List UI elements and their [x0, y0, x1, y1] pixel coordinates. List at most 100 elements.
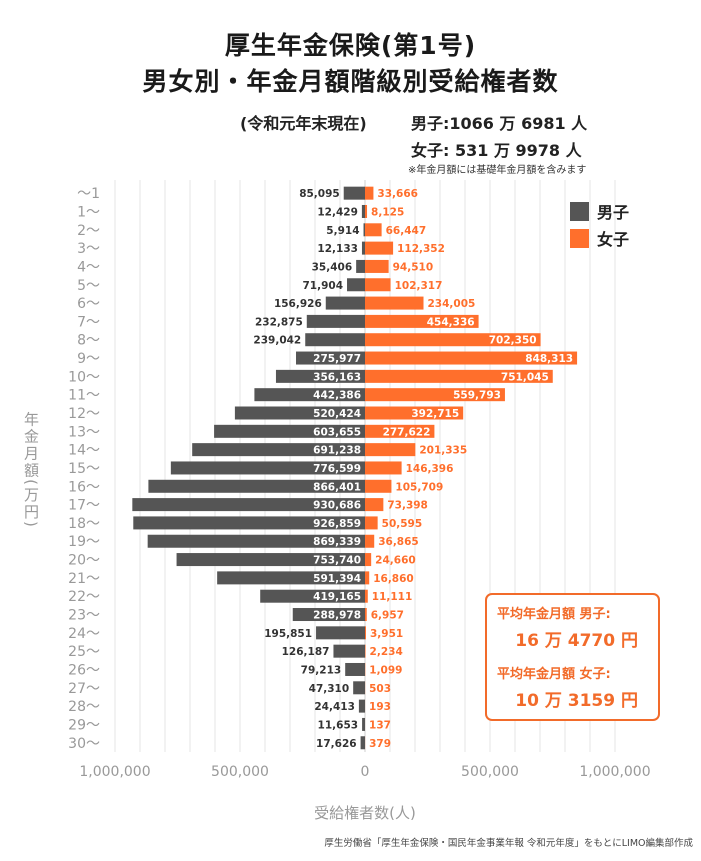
female-bar: [365, 351, 578, 365]
male-bar: [316, 626, 365, 640]
category-label: 27〜: [68, 681, 100, 697]
female-bar: [365, 223, 382, 237]
male-bar: [360, 736, 365, 750]
x-axis-label: 受給権者数(人): [314, 804, 416, 822]
average-female-value: 10 万 3159 円: [515, 691, 638, 711]
male-bar: [305, 333, 365, 347]
female-value-label: 24,660: [375, 555, 416, 567]
male-bar: [214, 424, 365, 438]
category-label: 3〜: [77, 241, 100, 257]
male-value-label: 691,238: [313, 445, 361, 457]
female-value-label: 112,352: [397, 243, 445, 255]
female-bar: [365, 443, 416, 457]
female-value-label: 379: [369, 738, 391, 750]
category-label: 16〜: [68, 479, 100, 495]
female-value-label: 11,111: [372, 591, 413, 603]
male-bar: [358, 699, 365, 713]
male-value-label: 5,914: [326, 225, 359, 237]
male-bar: [356, 259, 365, 273]
male-value-label: 591,394: [313, 573, 361, 585]
male-bar: [234, 406, 365, 420]
legend: 男子 女子: [570, 202, 629, 249]
male-bar: [361, 241, 365, 255]
category-labels: 〜1 1〜 2〜 3〜 4〜 5〜 6〜 7〜 8〜 9〜 10〜 11〜 12〜 13〜 14〜 15〜 16…: [68, 186, 100, 752]
category-label: 12〜: [68, 406, 100, 422]
male-value-label: 71,904: [302, 280, 343, 292]
male-bar: [132, 498, 365, 512]
male-bar: [292, 608, 365, 622]
legend-male-swatch: [570, 202, 589, 221]
female-value-label: 36,865: [378, 536, 419, 548]
female-bar: [365, 461, 402, 475]
female-value-label: 6,957: [371, 610, 404, 622]
category-label: 19〜: [68, 534, 100, 550]
category-label: 20〜: [68, 553, 100, 569]
category-label: 29〜: [68, 717, 100, 733]
male-value-label: 442,386: [313, 390, 361, 402]
male-value-label: 17,626: [316, 738, 357, 750]
female-bar: [365, 333, 541, 347]
male-value-label: 11,653: [318, 719, 359, 731]
female-value-label: 201,335: [419, 445, 467, 457]
male-bar: [260, 589, 365, 603]
male-value-label: 776,599: [313, 463, 361, 475]
male-value-label: 239,042: [253, 335, 301, 347]
male-bar: [275, 369, 365, 383]
female-value-label: 73,398: [387, 500, 428, 512]
male-value-label: 866,401: [313, 481, 361, 493]
x-tick-label: 1,000,000: [79, 764, 150, 780]
category-label: 6〜: [77, 296, 100, 312]
male-bar: [345, 662, 365, 676]
male-bar: [325, 296, 365, 310]
as-of-date: (令和元年末現在): [240, 114, 367, 133]
male-bar: [254, 388, 365, 402]
category-label: 13〜: [68, 424, 100, 440]
female-bar: [365, 571, 370, 585]
female-value-label: 102,317: [395, 280, 443, 292]
female-value-label: 50,595: [382, 518, 423, 530]
male-bar: [217, 571, 365, 585]
male-value-label: 232,875: [255, 316, 303, 328]
male-bar: [148, 479, 365, 493]
category-label: 28〜: [68, 699, 100, 715]
category-label: 25〜: [68, 644, 100, 660]
average-female-label: 平均年金月額 女子:: [497, 667, 611, 682]
category-label: 11〜: [68, 388, 100, 404]
category-label: 5〜: [77, 278, 100, 294]
female-bar: [365, 314, 479, 328]
female-value-label: 454,336: [427, 316, 475, 328]
x-tick-label: 0: [361, 764, 370, 780]
female-bar: [365, 186, 374, 200]
female-value-label: 94,510: [393, 261, 434, 273]
female-value-label: 66,447: [386, 225, 427, 237]
category-label: 21〜: [68, 571, 100, 587]
male-value-label: 79,213: [301, 664, 342, 676]
category-label: 1〜: [77, 204, 100, 220]
male-value-label: 356,163: [313, 371, 361, 383]
female-value-label: 193: [369, 701, 391, 713]
male-value-label: 926,859: [313, 518, 361, 530]
category-label: 30〜: [68, 736, 100, 752]
x-tick-labels: 1,000,000 500,000 0 500,000 1,000,000: [79, 764, 650, 780]
male-value-label: 47,310: [309, 683, 350, 695]
average-male-label: 平均年金月額 男子:: [497, 607, 611, 622]
female-value-label: 8,125: [371, 206, 404, 218]
male-bar: [176, 553, 365, 567]
category-label: 〜1: [77, 186, 100, 202]
female-value-label: 137: [369, 719, 391, 731]
female-bar: [365, 644, 366, 658]
male-bar: [333, 644, 365, 658]
female-value-label: 234,005: [428, 298, 476, 310]
male-value-label: 869,339: [313, 536, 361, 548]
male-value-label: 24,413: [314, 701, 355, 713]
legend-male-label: 男子: [597, 203, 629, 222]
female-bar: [365, 278, 391, 292]
category-label: 8〜: [77, 333, 100, 349]
female-bar: [365, 553, 372, 567]
female-value-label: 33,666: [377, 188, 418, 200]
category-label: 7〜: [77, 314, 100, 330]
male-value-label: 12,133: [317, 243, 358, 255]
bars: [132, 186, 578, 750]
female-bar: [365, 406, 464, 420]
